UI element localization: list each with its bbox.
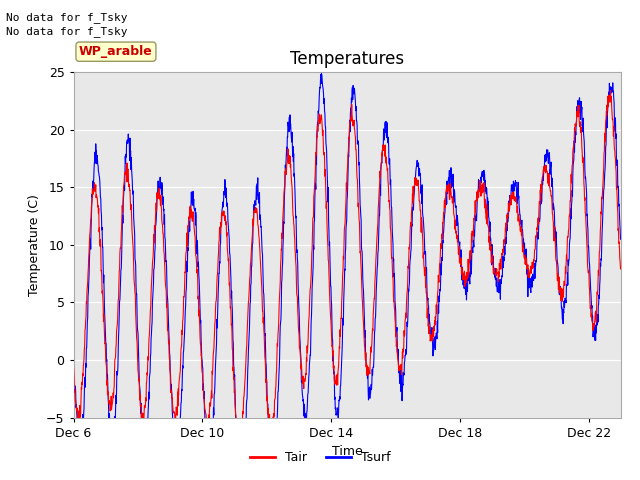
Text: No data for f_Tsky: No data for f_Tsky bbox=[6, 12, 128, 23]
X-axis label: Time: Time bbox=[332, 445, 363, 458]
Text: No data for f_Tsky: No data for f_Tsky bbox=[6, 26, 128, 37]
Text: WP_arable: WP_arable bbox=[79, 45, 153, 58]
Legend: Tair, Tsurf: Tair, Tsurf bbox=[245, 446, 395, 469]
Title: Temperatures: Temperatures bbox=[290, 49, 404, 68]
Y-axis label: Temperature (C): Temperature (C) bbox=[28, 194, 40, 296]
